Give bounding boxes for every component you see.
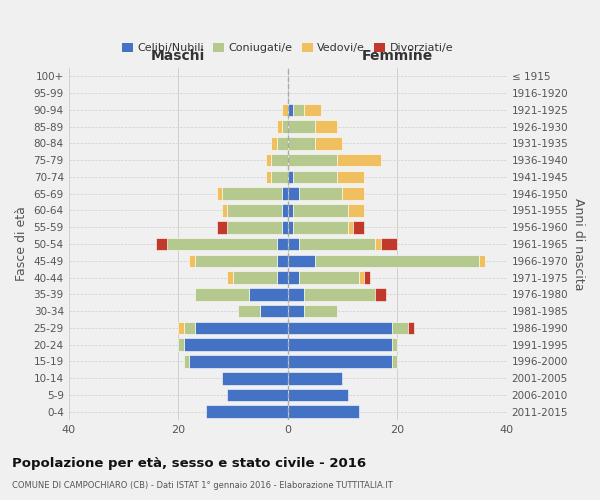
Bar bbox=[156, 238, 167, 250]
Bar bbox=[337, 154, 381, 166]
Bar bbox=[184, 322, 194, 334]
Bar bbox=[271, 154, 287, 166]
Bar bbox=[392, 322, 408, 334]
Text: Popolazione per età, sesso e stato civile - 2016: Popolazione per età, sesso e stato civil… bbox=[12, 458, 366, 470]
Bar bbox=[293, 204, 348, 217]
Y-axis label: Fasce di età: Fasce di età bbox=[15, 206, 28, 282]
Bar bbox=[304, 288, 376, 300]
Bar bbox=[227, 204, 282, 217]
Y-axis label: Anni di nascita: Anni di nascita bbox=[572, 198, 585, 290]
Bar bbox=[376, 288, 386, 300]
Bar bbox=[184, 355, 189, 368]
Bar bbox=[304, 305, 337, 318]
Bar bbox=[287, 355, 392, 368]
Bar bbox=[194, 322, 287, 334]
Bar bbox=[287, 221, 293, 234]
Bar bbox=[277, 120, 282, 133]
Bar bbox=[277, 137, 287, 149]
Bar bbox=[392, 355, 397, 368]
Bar bbox=[359, 272, 364, 284]
Bar bbox=[348, 204, 364, 217]
Bar bbox=[250, 288, 287, 300]
Bar bbox=[260, 305, 287, 318]
Bar bbox=[189, 254, 194, 267]
Bar bbox=[392, 338, 397, 351]
Text: COMUNE DI CAMPOCHIARO (CB) - Dati ISTAT 1° gennaio 2016 - Elaborazione TUTTITALI: COMUNE DI CAMPOCHIARO (CB) - Dati ISTAT … bbox=[12, 481, 393, 490]
Bar bbox=[287, 406, 359, 418]
Bar bbox=[293, 104, 304, 116]
Text: Maschi: Maschi bbox=[151, 49, 205, 63]
Bar bbox=[315, 120, 337, 133]
Bar bbox=[287, 104, 293, 116]
Bar bbox=[299, 188, 343, 200]
Bar bbox=[315, 254, 479, 267]
Bar bbox=[479, 254, 485, 267]
Legend: Celibi/Nubili, Coniugati/e, Vedovi/e, Divorziati/e: Celibi/Nubili, Coniugati/e, Vedovi/e, Di… bbox=[118, 38, 458, 58]
Bar bbox=[376, 238, 381, 250]
Bar bbox=[217, 221, 227, 234]
Bar bbox=[293, 170, 337, 183]
Bar bbox=[287, 305, 304, 318]
Bar bbox=[277, 272, 287, 284]
Bar bbox=[293, 221, 348, 234]
Bar bbox=[282, 104, 287, 116]
Bar bbox=[287, 388, 348, 402]
Bar bbox=[287, 137, 315, 149]
Bar bbox=[266, 154, 271, 166]
Bar bbox=[282, 221, 287, 234]
Bar bbox=[287, 204, 293, 217]
Bar bbox=[287, 338, 392, 351]
Text: Femmine: Femmine bbox=[362, 49, 433, 63]
Bar bbox=[189, 355, 287, 368]
Bar bbox=[299, 238, 376, 250]
Bar bbox=[287, 154, 337, 166]
Bar bbox=[287, 372, 343, 384]
Bar bbox=[304, 104, 320, 116]
Bar bbox=[282, 120, 287, 133]
Bar bbox=[178, 338, 184, 351]
Bar bbox=[315, 137, 343, 149]
Bar bbox=[233, 272, 277, 284]
Bar bbox=[287, 120, 315, 133]
Bar bbox=[343, 188, 364, 200]
Bar bbox=[194, 254, 277, 267]
Bar bbox=[287, 254, 315, 267]
Bar bbox=[277, 238, 287, 250]
Bar bbox=[184, 338, 287, 351]
Bar bbox=[222, 372, 287, 384]
Bar bbox=[222, 188, 282, 200]
Bar bbox=[271, 170, 287, 183]
Bar bbox=[266, 170, 271, 183]
Bar bbox=[227, 272, 233, 284]
Bar bbox=[206, 406, 287, 418]
Bar bbox=[194, 288, 250, 300]
Bar bbox=[271, 137, 277, 149]
Bar bbox=[381, 238, 397, 250]
Bar bbox=[287, 288, 304, 300]
Bar bbox=[287, 322, 392, 334]
Bar bbox=[227, 388, 287, 402]
Bar bbox=[227, 221, 282, 234]
Bar bbox=[178, 322, 184, 334]
Bar bbox=[282, 188, 287, 200]
Bar bbox=[348, 221, 353, 234]
Bar bbox=[287, 188, 299, 200]
Bar bbox=[217, 188, 222, 200]
Bar bbox=[282, 204, 287, 217]
Bar bbox=[353, 221, 364, 234]
Bar bbox=[287, 238, 299, 250]
Bar bbox=[222, 204, 227, 217]
Bar bbox=[364, 272, 370, 284]
Bar bbox=[299, 272, 359, 284]
Bar bbox=[287, 272, 299, 284]
Bar bbox=[277, 254, 287, 267]
Bar bbox=[167, 238, 277, 250]
Bar bbox=[287, 170, 293, 183]
Bar bbox=[408, 322, 413, 334]
Bar bbox=[337, 170, 364, 183]
Bar bbox=[238, 305, 260, 318]
